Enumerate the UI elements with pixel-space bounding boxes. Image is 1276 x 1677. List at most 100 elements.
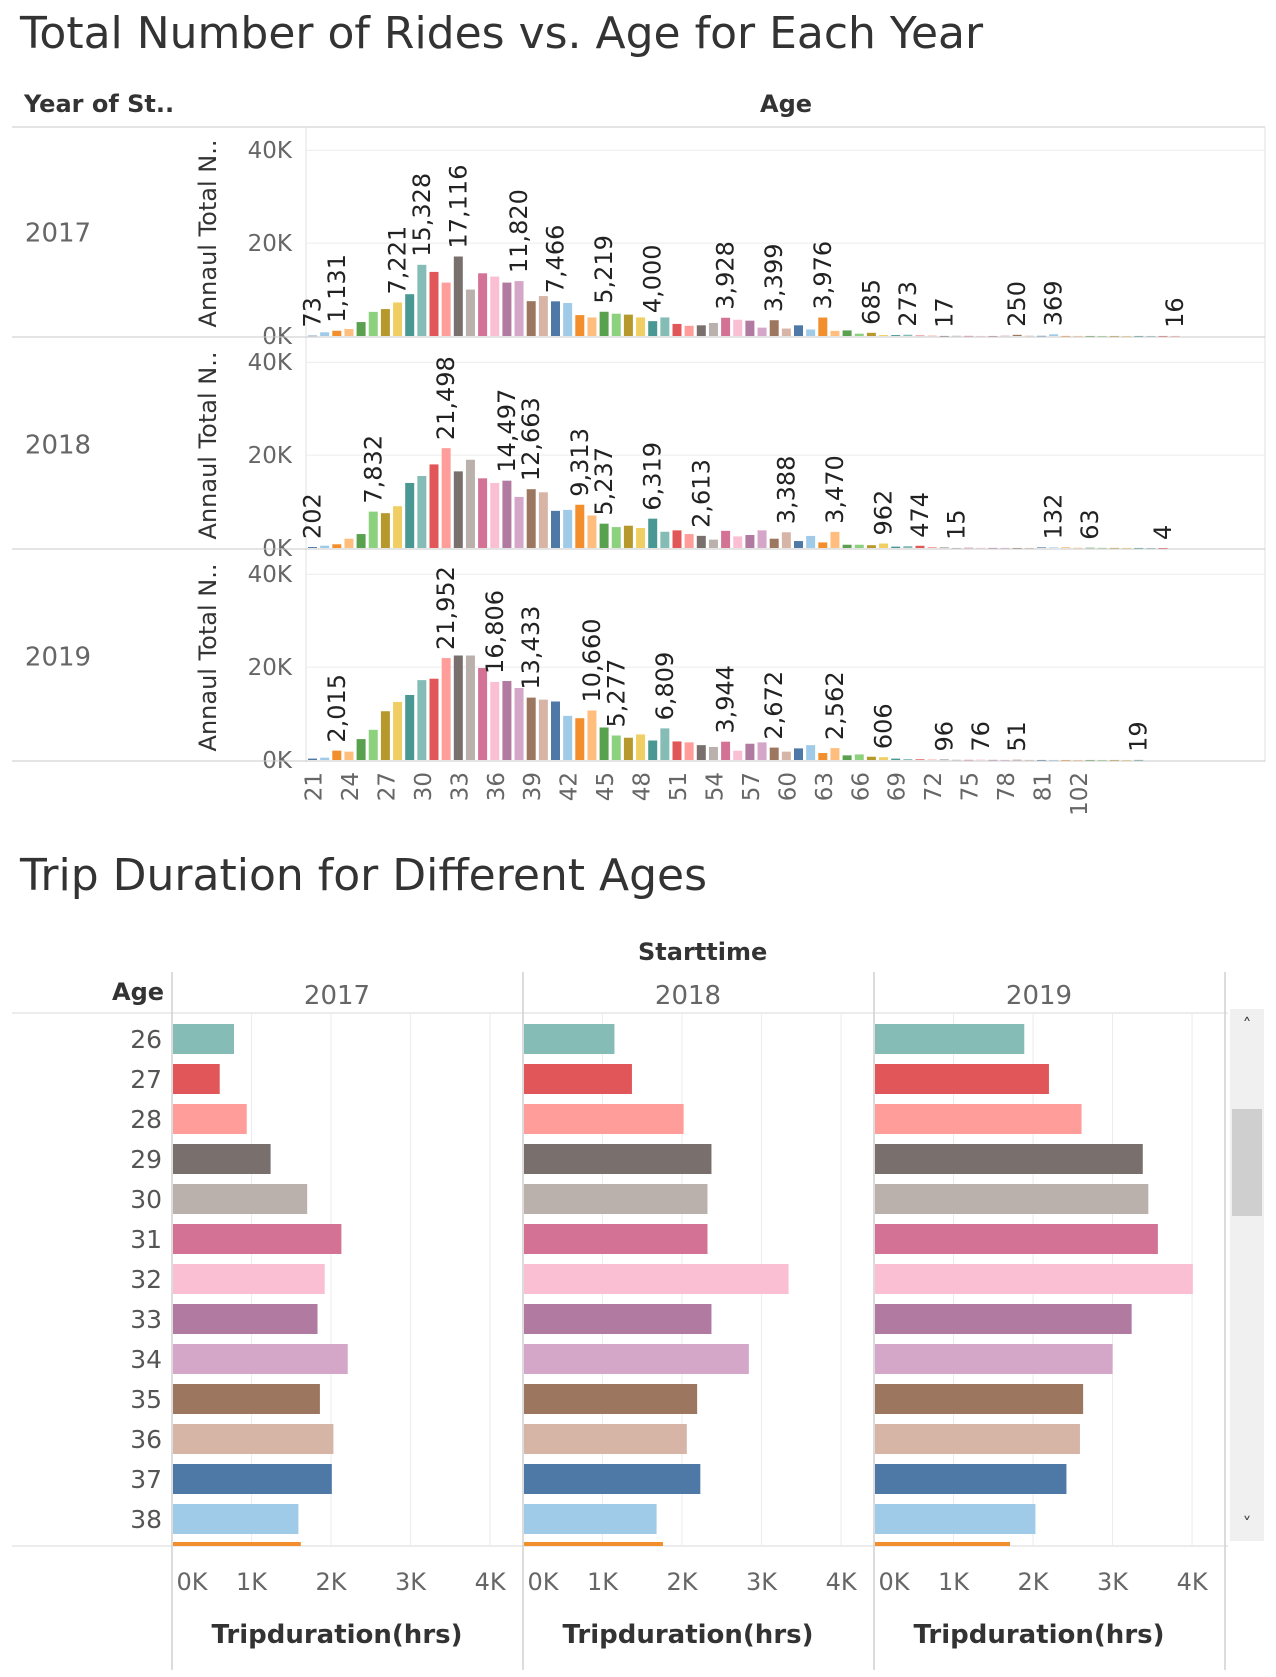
bar	[660, 531, 670, 548]
bar	[1049, 759, 1059, 761]
x-tick-label: 3K	[1097, 1568, 1129, 1596]
bar	[794, 748, 803, 760]
column-header-age[interactable]: Age	[760, 90, 813, 118]
bar	[733, 319, 743, 336]
data-label: 2,015	[323, 674, 351, 743]
bar	[875, 1344, 1113, 1374]
data-label: 9,313	[566, 428, 594, 497]
age-label: 38	[130, 1505, 162, 1534]
data-label: 15,328	[408, 173, 436, 257]
bar	[526, 489, 536, 548]
scroll-thumb[interactable]	[1232, 1109, 1262, 1216]
data-label: 7,832	[359, 435, 387, 504]
bar	[429, 271, 439, 336]
bar	[524, 1384, 698, 1414]
data-label: 7,466	[542, 225, 570, 294]
data-label: 16,806	[481, 590, 509, 674]
bar	[173, 1224, 342, 1254]
data-label: 3,399	[760, 243, 788, 312]
bar	[769, 747, 779, 760]
x-tick-label: 75	[958, 772, 984, 801]
bar	[514, 496, 524, 548]
age-label: 35	[130, 1385, 162, 1414]
row-header-year[interactable]: Year of St..	[24, 90, 175, 118]
bar	[879, 757, 889, 760]
bar	[721, 317, 731, 336]
age-label: 33	[130, 1305, 162, 1334]
bar	[368, 511, 378, 548]
bar	[672, 530, 682, 548]
bar	[514, 281, 524, 336]
y-tick-label: 20K	[248, 655, 293, 681]
bar	[648, 740, 658, 760]
bar	[1134, 759, 1144, 761]
data-label: 1,131	[323, 254, 351, 323]
data-label: 3,928	[712, 241, 740, 310]
bar	[1061, 335, 1071, 337]
bar	[684, 534, 694, 548]
scroll-up-icon[interactable]: ˄	[1242, 1015, 1252, 1036]
bar	[551, 510, 560, 548]
bar	[599, 311, 609, 336]
bar	[745, 743, 755, 760]
bar	[875, 1304, 1132, 1334]
bar	[891, 546, 901, 548]
bar	[465, 459, 475, 548]
data-label: 10,660	[578, 619, 606, 703]
bar	[733, 536, 743, 548]
bar	[173, 1064, 220, 1094]
bar	[806, 535, 816, 548]
x-tick-label: 2K	[1018, 1568, 1050, 1596]
year-label: 2017	[25, 219, 91, 249]
vertical-scrollbar[interactable]: ˄ ˅	[1230, 1009, 1264, 1541]
bar	[453, 256, 463, 336]
bar	[854, 544, 864, 548]
bar	[1122, 547, 1132, 549]
bar	[1073, 335, 1083, 337]
bar	[611, 527, 621, 548]
x-tick-label: 4K	[475, 1568, 507, 1596]
age-label: 32	[130, 1265, 162, 1294]
scroll-down-icon[interactable]: ˅	[1242, 1514, 1252, 1535]
bar	[875, 1384, 1084, 1414]
data-label: 2,613	[687, 459, 715, 528]
bar	[903, 546, 913, 548]
bar	[332, 544, 342, 548]
bar	[524, 1304, 712, 1334]
bar	[866, 545, 876, 548]
x-tick-label: 0K	[878, 1568, 910, 1596]
bar	[818, 542, 828, 548]
bar	[636, 528, 646, 548]
x-tick-label: 27	[374, 772, 400, 801]
bar	[417, 264, 427, 336]
bar	[332, 750, 342, 760]
bar	[441, 658, 451, 760]
bar	[636, 317, 646, 336]
bar	[524, 1464, 701, 1494]
bar	[1109, 335, 1119, 337]
x-tick-label: 1K	[587, 1568, 619, 1596]
bar	[818, 317, 828, 336]
bar	[927, 547, 937, 548]
data-label: 273	[894, 281, 922, 327]
row-header-age[interactable]: Age	[112, 978, 165, 1006]
bar	[524, 1184, 708, 1214]
bar	[879, 543, 889, 548]
bar	[429, 464, 439, 548]
bar	[320, 545, 330, 548]
bar	[368, 729, 378, 760]
y-axis-label: Annaul Total N..	[194, 352, 222, 540]
bar	[538, 699, 548, 760]
bar	[1049, 547, 1059, 548]
bar	[708, 539, 718, 548]
bar	[951, 547, 961, 549]
x-tick-label: 57	[739, 772, 765, 801]
bar	[672, 323, 682, 336]
x-tick-label: 66	[848, 772, 874, 801]
bar	[575, 504, 585, 548]
bar	[854, 754, 864, 760]
column-header-starttime[interactable]: Starttime	[638, 938, 768, 966]
bar	[490, 681, 500, 760]
